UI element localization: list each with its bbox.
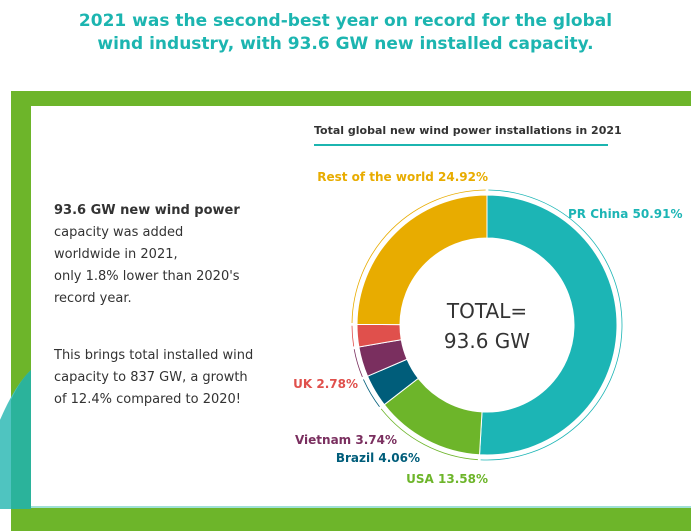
label-bracket (380, 408, 478, 461)
chart-title-underline (314, 144, 608, 146)
summary-line: capacity was added (54, 225, 184, 240)
summary-line: only 1.8% lower than 2020's (54, 269, 240, 284)
label-bracket (363, 379, 380, 407)
chart-title: Total global new wind power installation… (314, 124, 622, 137)
label-bracket (351, 325, 355, 347)
donut-chart: TOTAL= 93.6 GW PR China 50.91% USA 13.58%… (293, 170, 682, 486)
slice-pr-china (479, 194, 618, 456)
growth-line: of 12.4% compared to 2020! (54, 392, 241, 407)
data-label: USA 13.58% (406, 472, 488, 486)
growth-text: This brings total installed wind capacit… (54, 345, 253, 411)
summary-line: worldwide in 2021, (54, 247, 178, 262)
data-label: Vietnam 3.74% (295, 433, 397, 447)
summary-line: 93.6 GW new wind power (54, 203, 240, 218)
growth-line: This brings total installed wind (54, 348, 254, 363)
headline-line-2: wind industry, with 93.6 GW new installe… (97, 34, 594, 54)
center-label-total: TOTAL= (446, 299, 527, 323)
bottom-rule (31, 506, 691, 508)
data-label: Rest of the world 24.92% (317, 170, 488, 184)
headline-line-1: 2021 was the second-best year on record … (78, 11, 613, 31)
data-label: Brazil 4.06% (336, 451, 420, 465)
label-bracket (351, 189, 486, 323)
data-label: PR China 50.91% (568, 207, 682, 221)
slice-rest-of-the-world (356, 194, 488, 326)
growth-line: capacity to 837 GW, a growth (54, 370, 248, 385)
data-label: UK 2.78% (293, 377, 358, 391)
decorative-teal-wedge (0, 370, 31, 509)
summary-text: 93.6 GW new wind power capacity was adde… (54, 200, 240, 310)
label-bracket (353, 349, 363, 378)
center-label-value: 93.6 GW (444, 329, 530, 353)
summary-line: record year. (54, 291, 132, 306)
label-bracket (480, 189, 623, 461)
headline: 2021 was the second-best year on record … (0, 10, 691, 56)
